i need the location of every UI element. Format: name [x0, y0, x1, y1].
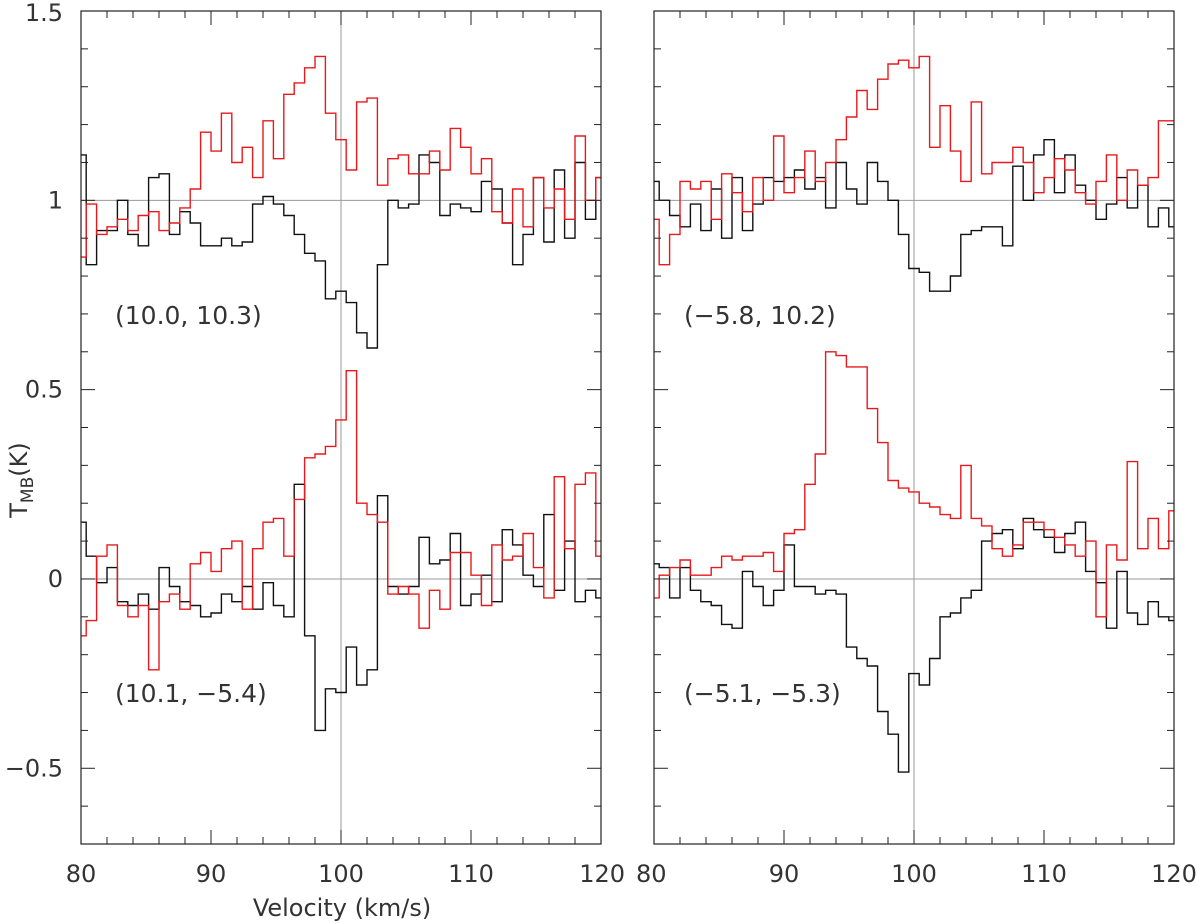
right-panel-lower-offset-label: (−5.1, −5.3): [684, 679, 841, 708]
y-tick-label: −0.5: [5, 754, 63, 782]
right-panel-upper-red-spectrum: [654, 55, 1174, 266]
y-tick-label: 0: [48, 565, 63, 593]
right-panel-lower-red-spectrum: [654, 351, 1174, 618]
left-x-tick-label: 80: [66, 860, 97, 888]
left-panel-lower-red-spectrum: [81, 370, 601, 671]
right-x-tick-label: 120: [1151, 860, 1197, 888]
right-panel-frame: [653, 10, 1175, 845]
y-tick-label: 1: [48, 186, 63, 214]
frames-layer: [80, 10, 1175, 845]
y-axis-label: TMB(K): [5, 442, 38, 518]
left-panel-lower-black-spectrum: [81, 483, 601, 732]
annotations-layer: (10.0, 10.3) (10.1, −5.4) (−5.8, 10.2) (−5.…: [115, 301, 841, 708]
y-tick-label: 1.5: [25, 0, 63, 27]
right-x-tick-label: 110: [1021, 860, 1067, 888]
left-x-tick-label: 120: [579, 860, 625, 888]
y-axis-label-sub: MB: [18, 477, 38, 503]
left-panel-upper-black-spectrum: [81, 154, 601, 349]
right-panel-upper-black-spectrum: [654, 139, 1174, 292]
right-panel-lower-black-spectrum: [654, 517, 1174, 773]
y-tick-label: 0.5: [25, 376, 63, 404]
ticks-layer: [80, 10, 1175, 845]
left-panel-upper-red-spectrum: [81, 55, 601, 258]
left-x-tick-label: 100: [318, 860, 364, 888]
svg-text:TMB(K): TMB(K): [5, 442, 38, 518]
left-panel-lower-offset-label: (10.1, −5.4): [115, 679, 267, 708]
left-x-tick-label: 110: [448, 860, 494, 888]
ref-lines-layer: [81, 11, 1174, 844]
x-axis-label: Velocity (km/s): [253, 894, 431, 922]
left-x-tick-label: 90: [196, 860, 227, 888]
right-panel-upper-offset-label: (−5.8, 10.2): [684, 301, 836, 330]
left-panel-frame: [80, 10, 602, 845]
right-x-tick-label: 100: [891, 860, 937, 888]
left-panel-upper-offset-label: (10.0, 10.3): [115, 301, 262, 330]
series-layer: [81, 55, 1174, 773]
y-axis-label-main: T: [5, 503, 33, 519]
right-x-tick-label: 90: [769, 860, 800, 888]
tick-labels-layer: 80 90 100 110 120 −0.5 0 0.5 1 1.5 80 90 100 110 120: [5, 0, 1197, 888]
y-axis-label-unit: (K): [5, 442, 33, 476]
right-x-tick-label: 80: [636, 860, 667, 888]
